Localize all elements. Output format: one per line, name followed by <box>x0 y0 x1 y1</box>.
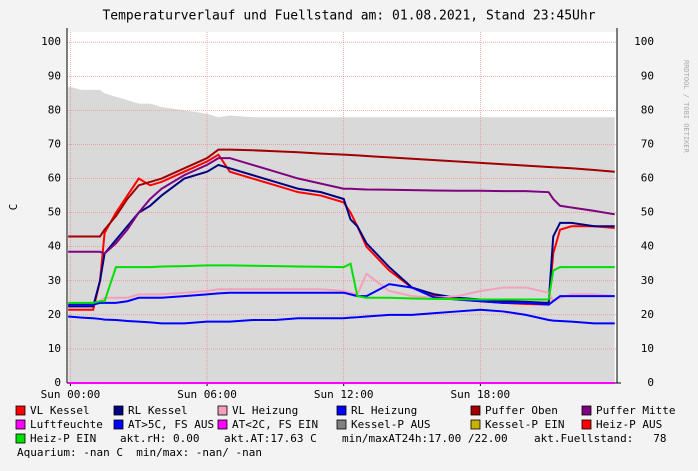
x-tick-label: Sun 18:00 <box>451 388 511 401</box>
chart-title: Temperaturverlauf und Fuellstand am: 01.… <box>102 9 595 24</box>
legend-swatch <box>15 419 26 430</box>
series-line <box>68 283 615 306</box>
y-tick-label-right: 50 <box>641 206 654 219</box>
x-tick-label: Sun 12:00 <box>314 388 374 401</box>
area <box>68 86 615 384</box>
legend-label: Heiz-P EIN <box>30 432 96 445</box>
y-tick-label-right: 20 <box>641 308 654 321</box>
note: akt.Fuellstand: 78 <box>534 432 666 445</box>
y-tick-label: 60 <box>48 172 61 185</box>
y-tick-label-right: 0 <box>647 376 654 389</box>
legend-swatch <box>470 405 481 416</box>
legend-swatch <box>581 405 592 416</box>
y-tick-label: 10 <box>48 342 61 355</box>
legend-swatch <box>336 405 347 416</box>
note: Aquarium: -nan C min/max: -nan/ -nan <box>17 446 262 459</box>
legend-swatch <box>15 405 26 416</box>
y-tick-label-right: 90 <box>641 69 654 82</box>
note: akt.rH: 0.00 <box>120 432 199 445</box>
y-tick-label-right: 60 <box>641 172 654 185</box>
y-tick-label: 100 <box>41 35 61 48</box>
y-tick-label: 50 <box>48 206 61 219</box>
legend-swatch <box>217 405 228 416</box>
legend-label: AT>5C, FS AUS <box>128 418 214 431</box>
note: akt.AT:17.63 C <box>224 432 317 445</box>
y-tick-label: 0 <box>54 376 61 389</box>
legend-swatch <box>113 405 124 416</box>
legend-label: AT<2C, FS EIN <box>232 418 318 431</box>
legend-swatch <box>217 419 228 430</box>
legend-label: Kessel-P EIN <box>485 418 564 431</box>
y-tick-label: 80 <box>48 103 61 116</box>
y-tick-label-right: 80 <box>641 103 654 116</box>
legend-swatch <box>581 419 592 430</box>
y-tick-label: 40 <box>48 240 61 253</box>
series-line <box>68 148 615 238</box>
legend-label: Kessel-P AUS <box>351 418 430 431</box>
legend-swatch <box>470 419 481 430</box>
y-tick-label: 30 <box>48 274 61 287</box>
legend-label: Puffer Oben <box>485 404 558 417</box>
y-tick-label-right: 10 <box>641 342 654 355</box>
series-line <box>68 262 615 304</box>
legend-label: Heiz-P AUS <box>596 418 662 431</box>
legend-label: Luftfeuchte <box>30 418 103 431</box>
y-tick-label-right: 100 <box>634 35 654 48</box>
y-tick-label: 70 <box>48 137 61 150</box>
y-tick-label: 20 <box>48 308 61 321</box>
legend-label: Puffer Mitte <box>596 404 675 417</box>
legend-swatch <box>15 433 26 444</box>
y-tick-label-right: 70 <box>641 137 654 150</box>
legend-label: VL Kessel <box>30 404 90 417</box>
legend-label: RL Kessel <box>128 404 188 417</box>
legend-label: VL Heizung <box>232 404 298 417</box>
x-tick-label: Sun 06:00 <box>177 388 237 401</box>
y-tick-label: 90 <box>48 69 61 82</box>
series-line <box>68 308 615 325</box>
x-tick-label: Sun 00:00 <box>41 388 101 401</box>
y-tick-label-right: 40 <box>641 240 654 253</box>
series-line <box>68 272 615 306</box>
side-text: RRDTOOL / TOBI OETIKER <box>682 60 690 154</box>
series-line <box>68 163 615 308</box>
series-line <box>68 157 615 255</box>
legend-label: RL Heizung <box>351 404 417 417</box>
y-axis-label: C <box>7 204 20 211</box>
note: min/maxAT24h:17.00 /22.00 <box>342 432 508 445</box>
y-tick-label-right: 30 <box>641 274 654 287</box>
legend-swatch <box>336 419 347 430</box>
legend-swatch <box>113 419 124 430</box>
